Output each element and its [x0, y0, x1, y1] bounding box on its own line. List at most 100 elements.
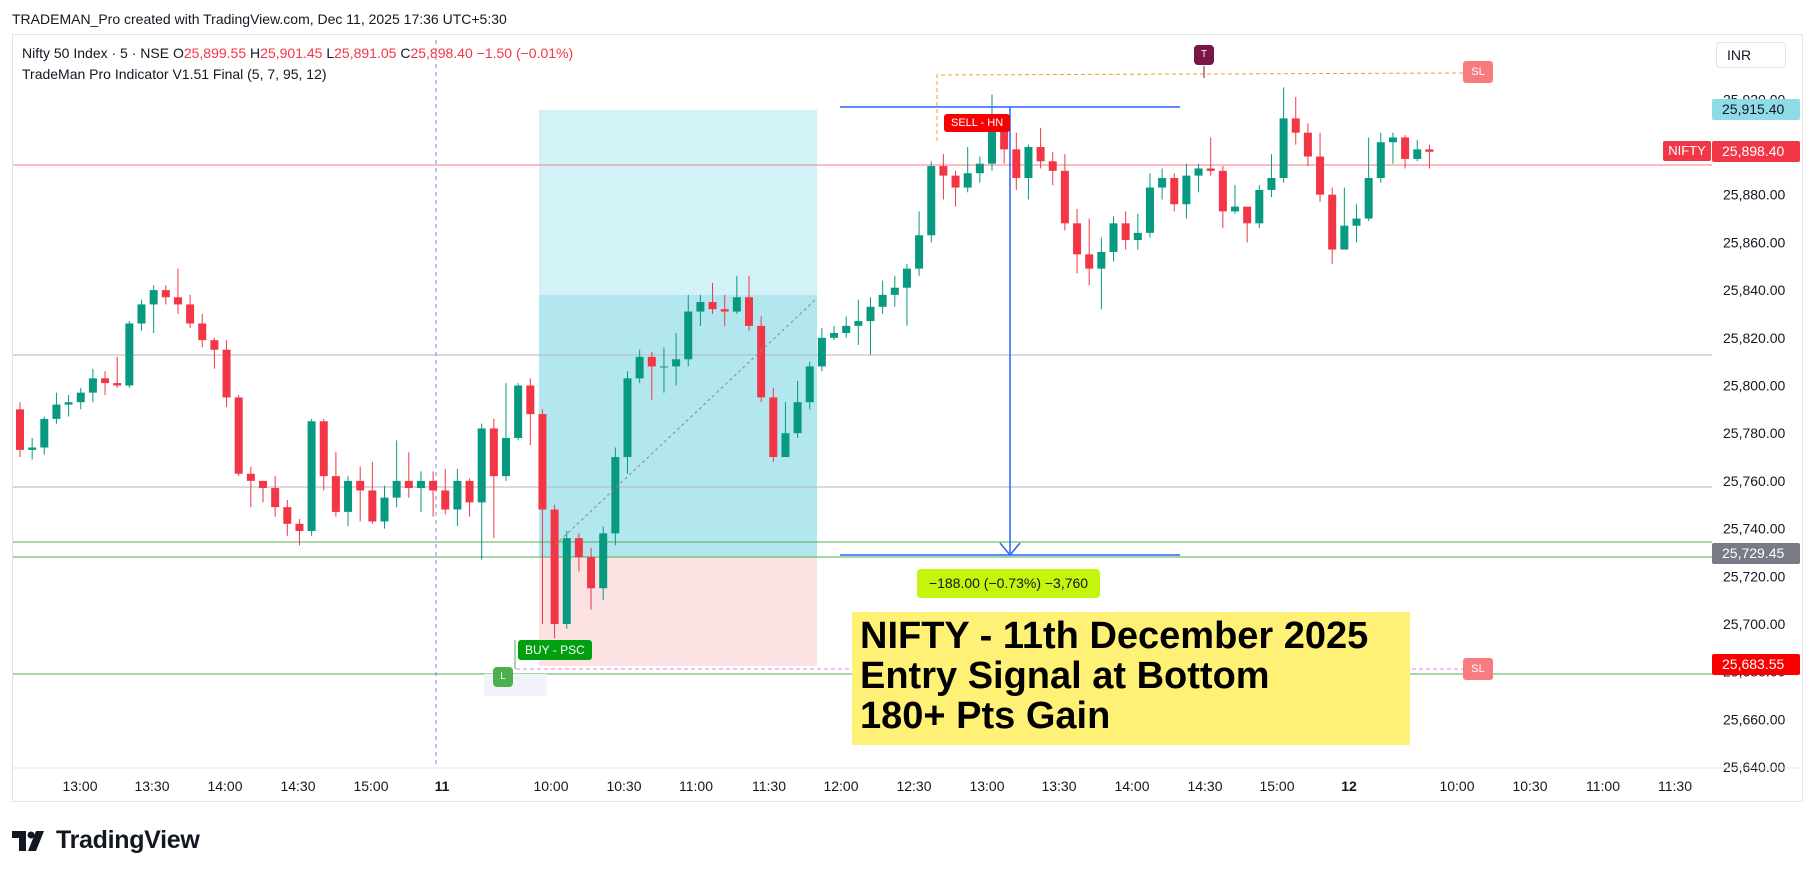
- candle: [88, 368, 97, 403]
- tradingview-logo[interactable]: TradingView: [12, 826, 200, 855]
- candles: [16, 87, 1434, 639]
- time-tick: 10:00: [533, 778, 568, 794]
- candle: [951, 170, 960, 207]
- candle: [1109, 216, 1118, 262]
- candle: [1133, 213, 1142, 250]
- candle-body: [975, 163, 984, 174]
- ohlc-legend[interactable]: Nifty 50 Index · 5 · NSE O25,899.55 H25,…: [22, 45, 573, 61]
- time-tick: 11:00: [1586, 778, 1620, 794]
- candle: [1231, 185, 1239, 214]
- time-tick: 14:00: [1114, 778, 1149, 794]
- candle: [793, 380, 802, 438]
- candle: [587, 547, 596, 610]
- target-marker: T: [1194, 45, 1214, 65]
- candle: [817, 328, 826, 372]
- candle-body: [1425, 149, 1434, 152]
- candle: [295, 519, 304, 546]
- candle: [526, 378, 535, 446]
- candle-body: [793, 402, 802, 434]
- candle-body: [550, 509, 559, 624]
- candle-body: [647, 356, 656, 367]
- annotation-line-2: Entry Signal at Bottom: [860, 655, 1270, 697]
- candle: [866, 297, 875, 355]
- time-tick: 10:00: [1439, 778, 1474, 794]
- candle-body: [161, 290, 170, 298]
- candle-body: [331, 476, 340, 512]
- candle-body: [1000, 120, 1009, 150]
- candle: [198, 313, 207, 348]
- candle-body: [1073, 223, 1082, 255]
- buy-signal-label: BUY - PSC: [518, 640, 592, 660]
- symbol-label[interactable]: Nifty 50 Index · 5 · NSE: [22, 45, 170, 61]
- candle-body: [101, 378, 110, 384]
- candle: [125, 321, 134, 388]
- candle: [246, 466, 255, 508]
- stop-price-label: 25,683.55: [1712, 654, 1800, 675]
- candle-body: [635, 356, 644, 379]
- candle-body: [1231, 206, 1239, 212]
- candle: [101, 371, 110, 396]
- candle-body: [368, 490, 377, 522]
- candle-body: [1218, 170, 1227, 212]
- candle: [878, 280, 887, 314]
- candle-body: [453, 480, 462, 510]
- candle-body: [1316, 156, 1325, 195]
- candle-body: [186, 304, 195, 324]
- candle-body: [465, 480, 474, 503]
- candle: [1048, 151, 1057, 186]
- candle-body: [441, 490, 450, 510]
- price-tick: 25,820.00: [1723, 330, 1785, 346]
- candle: [1255, 185, 1264, 229]
- candle-body: [817, 337, 826, 367]
- high-value: 25,901.45: [260, 45, 323, 61]
- candle-body: [1170, 178, 1179, 205]
- horizontal-lines: [13, 40, 1712, 765]
- candle-body: [769, 397, 778, 458]
- price-tick: 25,840.00: [1723, 282, 1785, 298]
- time-tick: 12:30: [896, 778, 931, 794]
- candle: [1121, 211, 1130, 250]
- price-tick: 25,880.00: [1723, 187, 1785, 203]
- candle: [562, 530, 571, 629]
- candle: [173, 268, 182, 314]
- candle-body: [1036, 147, 1045, 162]
- change-value: −1.50 (−0.01%): [476, 45, 574, 61]
- candle-body: [830, 333, 839, 338]
- candle-body: [757, 325, 766, 398]
- candle-body: [587, 557, 596, 589]
- candle-body: [489, 428, 498, 477]
- time-tick: 11: [435, 778, 450, 794]
- currency-button[interactable]: INR: [1716, 42, 1786, 68]
- candle-body: [1352, 218, 1361, 226]
- candle-body: [1085, 254, 1094, 269]
- time-tick: 14:00: [207, 778, 242, 794]
- candle: [1425, 144, 1434, 169]
- time-tick: 11:30: [1658, 778, 1692, 794]
- last-price-label: 25,898.40: [1712, 141, 1800, 162]
- candle: [307, 418, 316, 536]
- candle: [890, 275, 899, 307]
- indicator-legend[interactable]: TradeMan Pro Indicator V1.51 Final (5, 7…: [22, 66, 327, 82]
- annotation-box: NIFTY - 11th December 2025 Entry Signal …: [852, 612, 1410, 745]
- candle-body: [1194, 168, 1203, 176]
- time-tick: 14:30: [1187, 778, 1222, 794]
- time-axis: 13:00 13:30 14:00 14:30 15:00 11 10:00 10:30 11:…: [13, 767, 1802, 794]
- candle-body: [514, 385, 523, 438]
- candle: [1182, 163, 1191, 219]
- candle-body: [599, 533, 608, 589]
- price-tick: 25,780.00: [1723, 425, 1785, 441]
- candle-body: [234, 397, 243, 474]
- candle-body: [1182, 175, 1191, 205]
- candle: [745, 275, 753, 331]
- candle: [28, 437, 37, 460]
- close-value: 25,898.40: [410, 45, 473, 61]
- candle-body: [1012, 149, 1021, 179]
- candle: [1194, 163, 1203, 193]
- candle: [283, 499, 292, 536]
- candle: [259, 480, 267, 503]
- measure-arrow-head: [999, 542, 1021, 557]
- candle: [1158, 168, 1167, 200]
- candle-body: [842, 325, 851, 334]
- annotation-line-1: NIFTY - 11th December 2025: [860, 615, 1369, 657]
